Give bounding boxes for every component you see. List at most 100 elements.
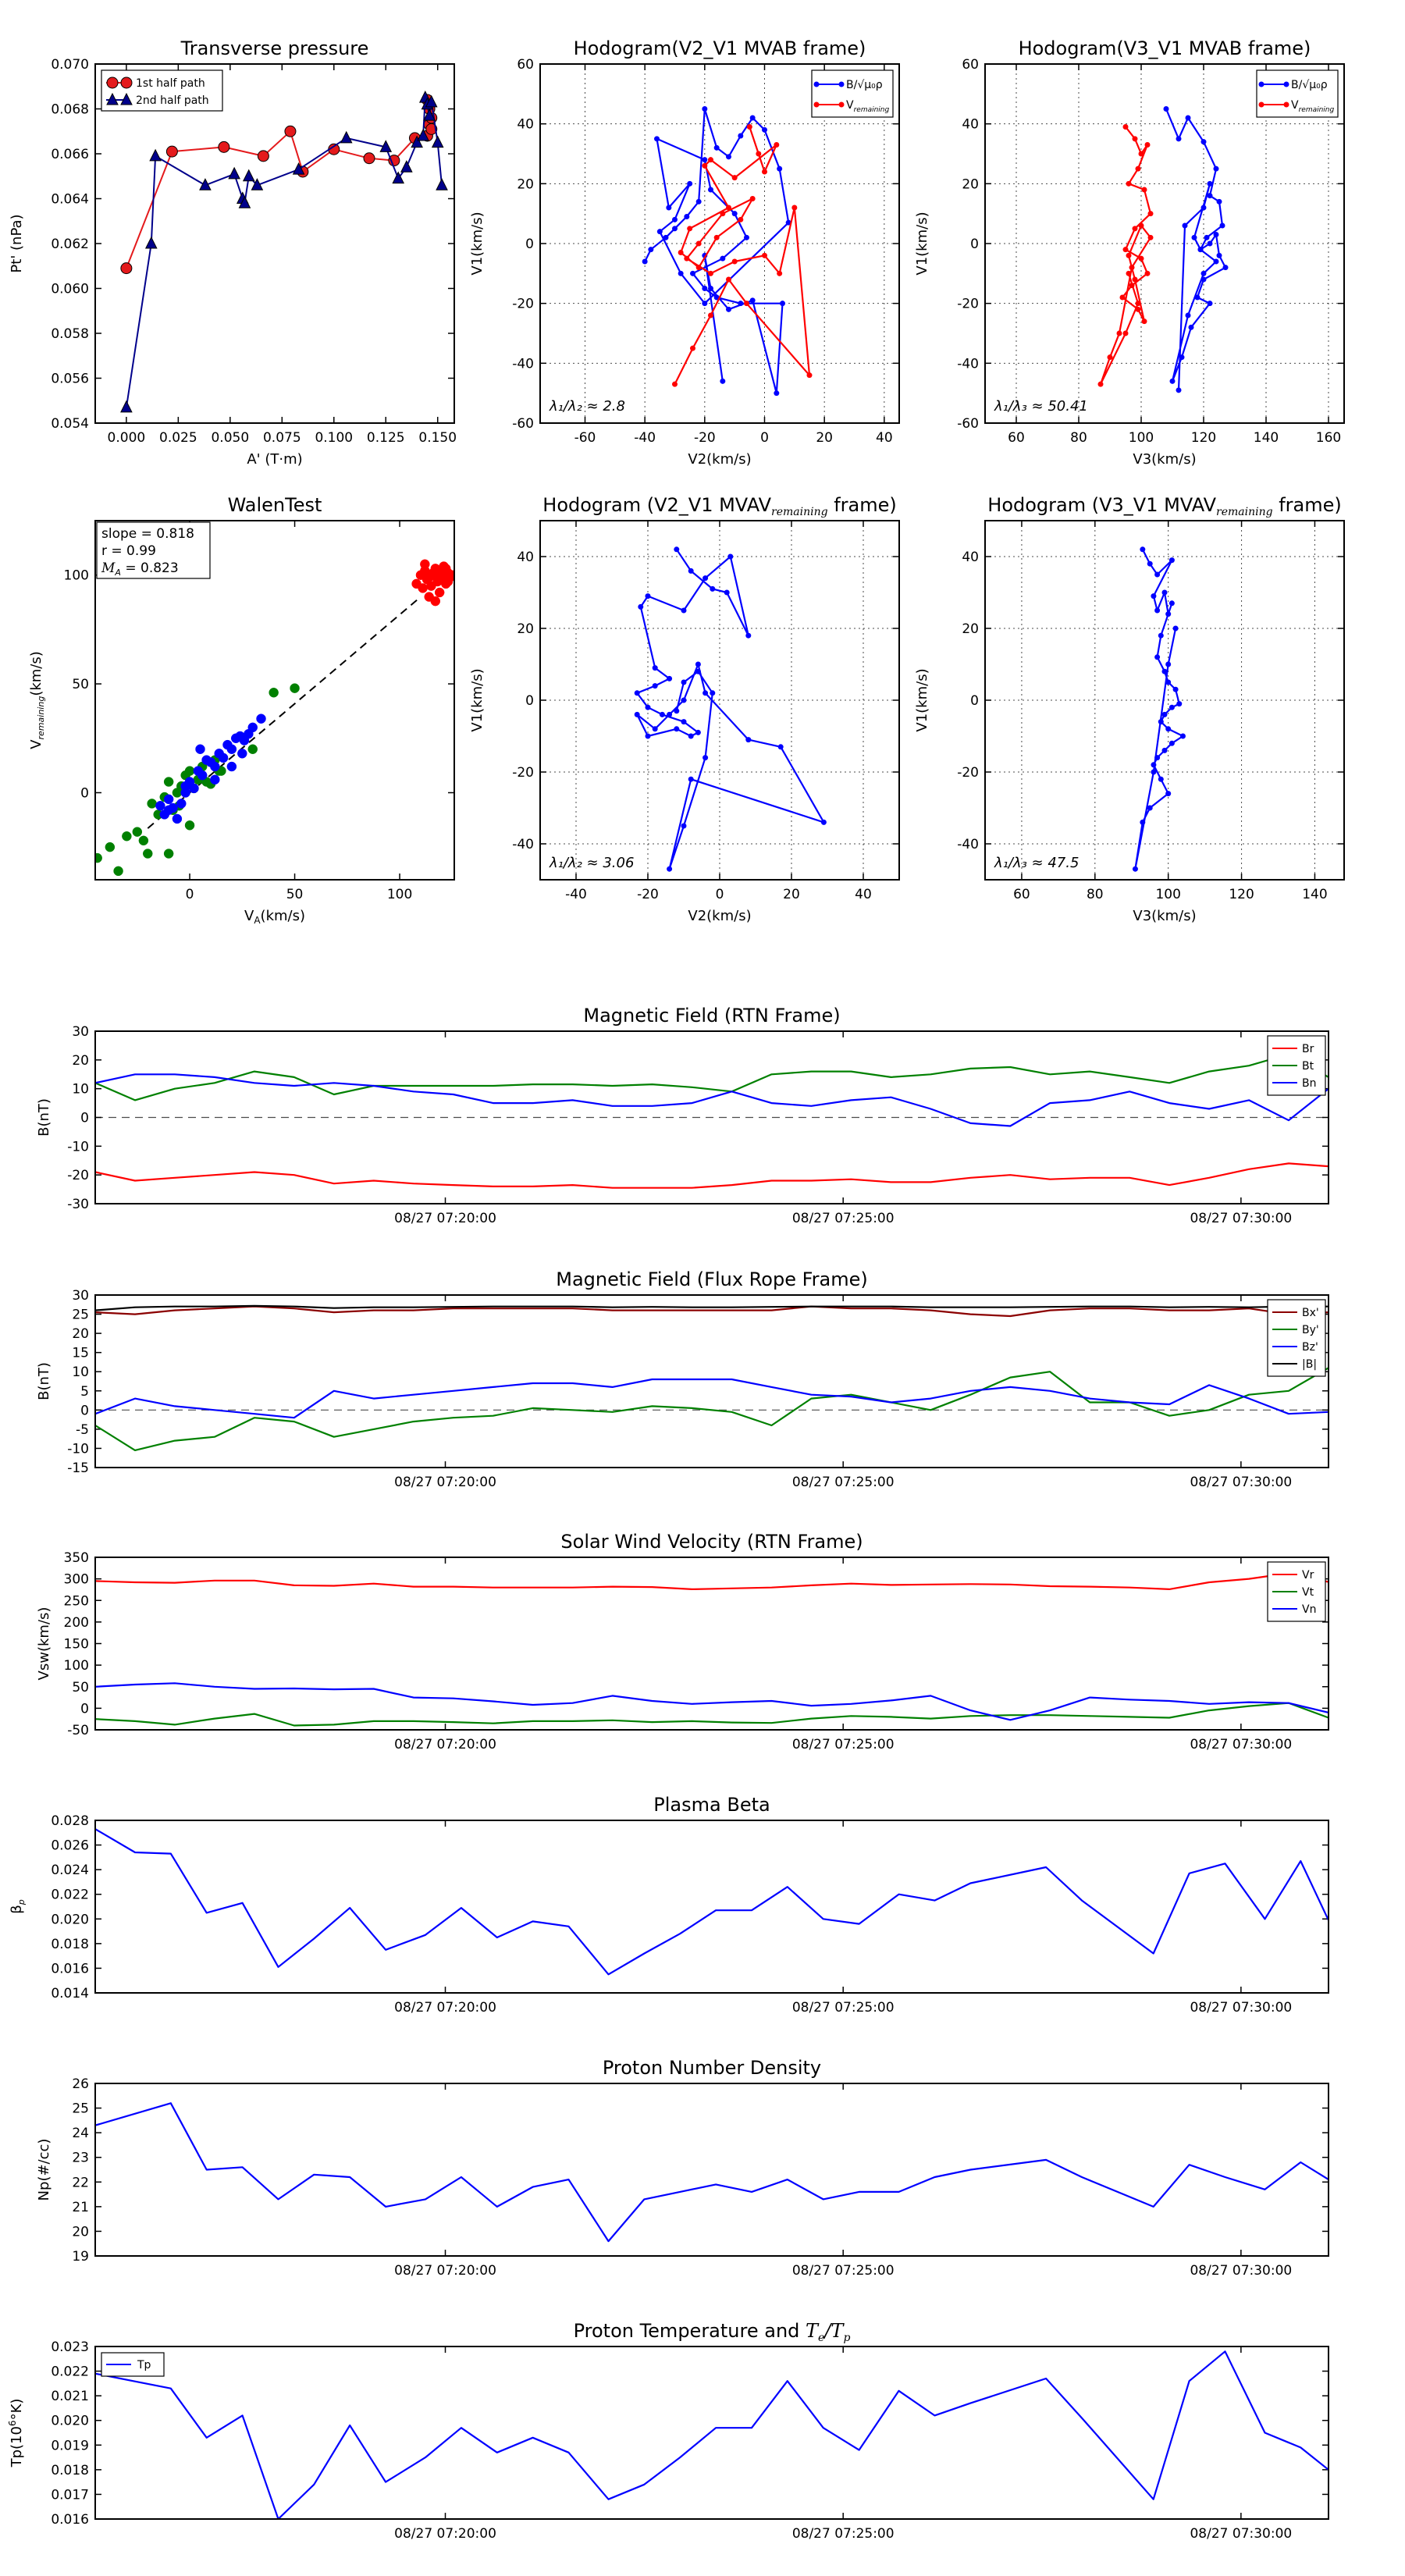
hodogram-point: [1161, 747, 1168, 753]
hodogram-point: [1213, 165, 1219, 172]
hodogram-point: [652, 726, 658, 732]
plot-area: [95, 1304, 1329, 1452]
hodogram-point: [634, 690, 640, 696]
scatter-point-green: [247, 744, 258, 754]
hodogram-point: [1138, 255, 1144, 262]
x-tick-label: 40: [855, 887, 872, 902]
x-tick-label: -20: [694, 430, 716, 446]
y-axis-label: B(nT): [36, 1362, 52, 1400]
hodogram-point: [1207, 301, 1213, 307]
hodogram-point: [1168, 704, 1175, 710]
point-circle: [257, 150, 269, 162]
hodogram-point: [667, 866, 673, 872]
hodogram-point: [726, 276, 731, 283]
hodogram-point: [659, 711, 665, 717]
x-tick-label: 40: [876, 430, 893, 446]
hodogram-point: [710, 585, 716, 592]
y-tick-label: 0.022: [51, 1888, 89, 1903]
scatter-point-red: [443, 576, 454, 587]
hodogram-point: [1135, 301, 1141, 307]
y-tick-label: 0.068: [51, 102, 89, 118]
hodogram-point: [667, 711, 673, 717]
hodogram-point: [774, 142, 780, 148]
y-axis-label: B(nT): [36, 1098, 52, 1137]
hodogram-point: [774, 390, 780, 397]
y-tick-label: 0.022: [51, 2364, 89, 2380]
hodogram-point: [1154, 571, 1161, 578]
y-tick-label: 200: [64, 1615, 89, 1631]
hodogram-point: [681, 607, 687, 614]
hodogram-point: [720, 378, 726, 384]
x-axis-label: V3(km/s): [1133, 908, 1196, 924]
text-span: V1(km/s): [469, 212, 486, 275]
hodogram-point: [1126, 252, 1132, 258]
y-tick-label: 24: [72, 2126, 89, 2141]
hodogram-point: [1161, 668, 1168, 674]
x-tick-label: 0.075: [263, 430, 301, 446]
y-tick-label: 0.028: [51, 1813, 89, 1829]
text-span: = 0.823: [121, 560, 179, 576]
y-tick-label: 0.016: [51, 2512, 89, 2528]
hodogram-point: [708, 187, 713, 193]
scatter-point-blue: [197, 770, 208, 781]
hodogram-point: [684, 214, 690, 219]
hodogram-point: [731, 175, 738, 181]
x-tick-label: 08/27 07:25:00: [792, 1737, 895, 1752]
chart-title: Proton Number Density: [603, 2057, 821, 2079]
text-span: B(nT): [36, 1098, 52, 1137]
plot-frame: [94, 1030, 1329, 1204]
legend: Tp: [101, 2352, 165, 2377]
scatter-point-red: [424, 592, 434, 602]
y-tick-label: 0: [525, 693, 534, 709]
y-tick-label: 15: [72, 1346, 89, 1361]
hodogram-point: [1151, 769, 1157, 775]
hodogram-point: [652, 665, 658, 671]
text-span: B/√μ₀ρ: [1291, 79, 1328, 91]
hodogram-point: [1129, 265, 1135, 271]
chart-h3: Hodogram (V2_V1 MVAVremaining frame) -40 -…: [469, 494, 900, 924]
legend-label: Vt: [1302, 1586, 1314, 1599]
text-span: Proton Temperature and: [574, 2320, 806, 2342]
hodogram-point: [695, 661, 701, 667]
hodogram-point: [688, 733, 694, 739]
y-tick-label: 0.070: [51, 57, 89, 73]
hodogram-point: [702, 575, 709, 582]
hodogram-point: [1097, 381, 1104, 387]
x-tick-label: 160: [1316, 430, 1341, 446]
text-span: /T: [823, 2320, 845, 2342]
legend-label: 2nd half path: [136, 94, 209, 107]
plot-frame: [984, 63, 1345, 424]
y-tick-label: 20: [962, 621, 979, 637]
y-tick-label: 50: [72, 1680, 89, 1695]
hodogram-point: [695, 668, 701, 674]
y-tick-label: 0.021: [51, 2389, 89, 2404]
hodogram-point: [708, 312, 713, 318]
hodogram-point: [1138, 222, 1144, 229]
scatter-point-blue: [176, 799, 187, 809]
y-tick-label: 22: [72, 2175, 89, 2190]
point-triangle: [242, 169, 255, 182]
text-span: remaining: [771, 506, 828, 518]
text-span: A: [254, 915, 261, 926]
legend-marker: [1258, 81, 1264, 87]
legend-label: Tp: [137, 2359, 151, 2371]
y-tick-label: 30: [72, 1024, 89, 1040]
legend-label: Br: [1302, 1043, 1314, 1055]
hodogram-point: [687, 226, 693, 232]
x-tick-label: 08/27 07:25:00: [792, 2000, 895, 2016]
hodogram-point: [1161, 589, 1168, 596]
hodogram-point: [674, 546, 680, 553]
chart-temp: Proton Temperature and Te/Tp 0.016 0.017 0.…: [7, 2320, 1329, 2542]
point-circle: [218, 141, 230, 153]
y-axis-label: βp: [9, 1899, 27, 1914]
y-tick-label: 26: [72, 2076, 89, 2092]
hodogram-point: [738, 216, 744, 222]
plot-area: [1097, 106, 1229, 393]
y-tick-label: -20: [512, 297, 534, 312]
series-line-Vn: [95, 1682, 1329, 1721]
eigen-ratio-annotation: λ₁/λ₂ ≈ 2.8: [549, 398, 625, 415]
annotation-slope: slope = 0.818: [101, 526, 194, 542]
text-span: V2(km/s): [688, 451, 751, 468]
y-axis-label: Tp(106°K): [7, 2399, 25, 2468]
scatter-point-green: [132, 827, 143, 837]
